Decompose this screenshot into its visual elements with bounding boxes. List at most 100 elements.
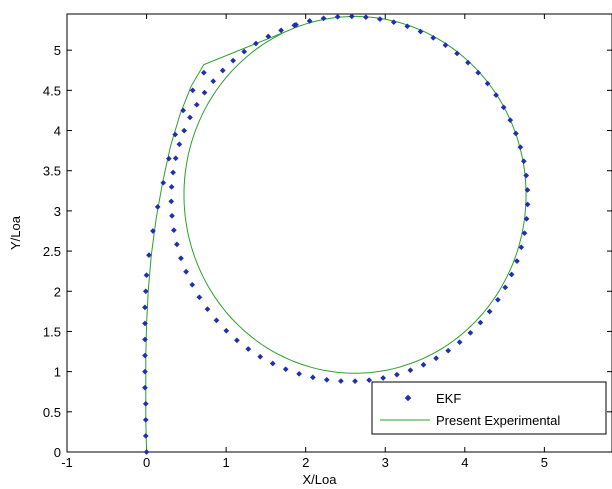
ekf-point (306, 18, 313, 24)
y-tick-label: 1 (54, 365, 61, 380)
ekf-point (278, 27, 285, 34)
ekf-point (181, 127, 188, 134)
ekf-point (142, 288, 149, 295)
ekf-point (518, 244, 525, 251)
y-axis-label: Y/Loa (8, 215, 23, 250)
y-tick-label: 5 (54, 43, 61, 58)
ekf-point (366, 377, 373, 384)
ekf-point (442, 42, 449, 49)
ekf-point (165, 155, 172, 162)
ekf-point (143, 449, 150, 455)
ekf-point (514, 258, 520, 265)
ekf-point (520, 158, 527, 165)
ekf-point (213, 317, 220, 324)
ekf-point (142, 432, 149, 439)
ekf-point (233, 337, 240, 344)
ekf-point (417, 28, 424, 35)
ekf-point (467, 329, 474, 336)
ekf-point (494, 296, 501, 303)
ekf-point (241, 48, 248, 55)
legend-ekf-label: EKF (436, 391, 461, 406)
ekf-point (523, 172, 530, 179)
ekf-point (142, 304, 148, 311)
ekf-point (282, 366, 289, 373)
ekf-point (380, 375, 387, 381)
ekf-point (512, 130, 519, 137)
ekf-point (142, 400, 149, 407)
ekf-point (172, 155, 179, 162)
ekf-point (486, 308, 493, 315)
ekf-point (517, 144, 524, 151)
ekf-point (323, 376, 330, 383)
ekf-point (420, 361, 427, 368)
ekf-point (142, 384, 148, 391)
ekf-point (404, 23, 411, 30)
ekf-point (142, 416, 149, 423)
ekf-point (201, 89, 208, 96)
ekf-point (334, 13, 341, 20)
ekf-point (407, 367, 414, 374)
ekf-point (200, 69, 207, 76)
ekf-point (493, 92, 500, 99)
ekf-point (189, 281, 196, 288)
ekf-point (204, 306, 211, 313)
ekf-point (523, 215, 530, 222)
ekf-point (291, 22, 298, 29)
ekf-point (252, 40, 259, 47)
ekf-point (142, 336, 148, 343)
x-tick-label: 0 (143, 455, 150, 470)
y-tick-label: 2.5 (43, 244, 61, 259)
ekf-point (186, 114, 193, 121)
ekf-point (524, 201, 531, 208)
ekf-point (348, 13, 355, 20)
y-tick-label: 0.5 (43, 405, 61, 420)
ekf-point (465, 59, 471, 66)
ekf-point (296, 370, 303, 377)
ekf-point (508, 271, 515, 278)
legend: EKF Present Experimental (371, 381, 607, 435)
ekf-point (475, 69, 482, 76)
ekf-point (445, 347, 452, 354)
ekf-point (149, 228, 156, 234)
ekf-point (362, 14, 369, 21)
ekf-point (269, 360, 276, 367)
ekf-point (219, 67, 226, 74)
y-tick-label: 4 (54, 124, 61, 139)
y-tick-label: 1.5 (43, 324, 61, 339)
x-tick-label: -1 (61, 455, 73, 470)
y-tick-label: 4.5 (43, 83, 61, 98)
ekf-point (484, 80, 491, 87)
x-axis-label: X/Loa (303, 472, 338, 487)
ekf-point (145, 252, 152, 259)
ekf-point (168, 198, 175, 205)
ekf-point (230, 57, 237, 64)
ekf-point (393, 371, 400, 378)
ekf-point (265, 33, 272, 40)
x-tick-label: 4 (461, 455, 468, 470)
ekf-point (177, 255, 184, 262)
ekf-point (337, 378, 344, 385)
ekf-point (507, 117, 514, 124)
y-tick-label: 3 (54, 204, 61, 219)
ekf-point (160, 179, 167, 186)
ekf-point (257, 353, 264, 360)
legend-experimental-label: Present Experimental (436, 413, 560, 428)
ekf-point (183, 268, 190, 275)
ekf-point (169, 212, 175, 219)
y-tick-label: 2 (54, 284, 61, 299)
ekf-point (142, 320, 148, 327)
y-tick-label: 0 (54, 445, 61, 460)
ekf-point (172, 131, 179, 138)
series-line-experimental (145, 15, 527, 453)
ekf-point (210, 78, 217, 85)
ekf-point (502, 284, 509, 291)
ekf-point (320, 15, 327, 22)
x-tick-label: 5 (541, 455, 548, 470)
ekf-point (170, 169, 177, 176)
ekf-point (309, 374, 316, 381)
ekf-point (524, 186, 531, 193)
ekf-point (521, 230, 528, 237)
series-layer (142, 13, 531, 455)
legend-ekf-marker (404, 394, 412, 402)
